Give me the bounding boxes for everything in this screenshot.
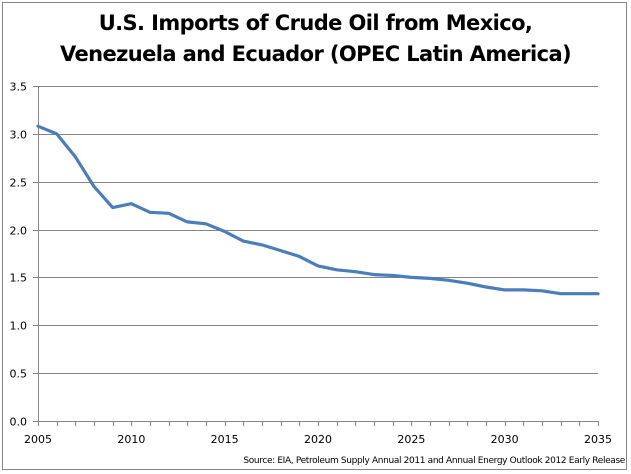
x-axis-tick-labels: 2005 2010 2015 2020 2025 2030 2035 [24, 433, 612, 446]
x-tick-label: 2015 [211, 433, 239, 446]
y-tick-label: 1.0 [10, 320, 28, 333]
x-tick-label: 2035 [584, 433, 612, 446]
chart-title-line-2: Venezuela and Ecuador (OPEC Latin Americ… [59, 42, 572, 66]
y-tick-label: 0.5 [10, 368, 28, 381]
source-note: Source: EIA, Petroleum Supply Annual 201… [243, 456, 625, 466]
series-group [36, 124, 600, 296]
chart-title: U.S. Imports of Crude Oil from Mexico, V… [0, 8, 631, 70]
y-tick-label: 0.0 [10, 416, 28, 429]
x-tick-label: 2025 [397, 433, 425, 446]
x-tick-label: 2020 [304, 433, 332, 446]
y-tick-label: 2.5 [10, 177, 28, 190]
x-tick-label: 2010 [117, 433, 145, 446]
axes [33, 86, 599, 426]
x-tick-label: 2005 [24, 433, 52, 446]
x-tick-label: 2030 [491, 433, 519, 446]
chart-frame [2, 2, 627, 470]
y-tick-label: 2.0 [10, 225, 28, 238]
chart-title-line-1: U.S. Imports of Crude Oil from Mexico, [98, 11, 533, 35]
y-tick-label: 3.0 [10, 129, 28, 142]
y-tick-label: 1.5 [10, 272, 28, 285]
series-line [36, 124, 600, 296]
gridlines [38, 86, 598, 374]
y-tick-label: 3.5 [10, 81, 28, 94]
y-axis-tick-labels: 0.0 0.5 1.0 1.5 2.0 2.5 3.0 3.5 [10, 81, 28, 429]
